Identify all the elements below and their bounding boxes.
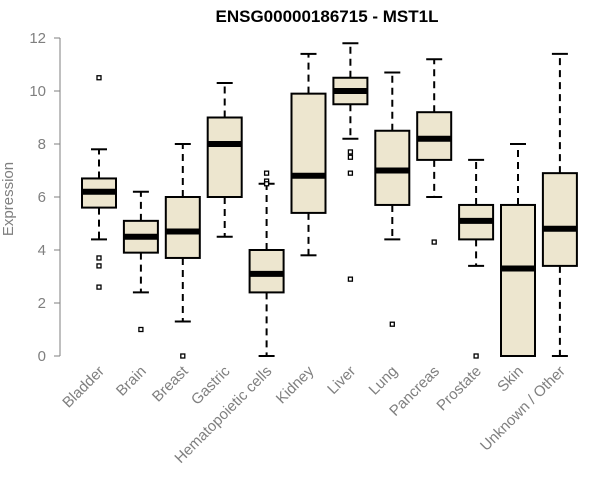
outlier-point — [347, 154, 354, 160]
box-breast — [164, 143, 201, 359]
outlier-point — [180, 353, 186, 359]
outlier-point — [96, 284, 102, 290]
outlier-point — [96, 263, 102, 269]
x-tick-label: Kidney — [273, 362, 318, 407]
y-tick-label: 8 — [38, 136, 46, 153]
box-brain — [122, 190, 159, 333]
outlier-point — [138, 326, 144, 333]
box-kidney — [290, 52, 327, 257]
y-tick-label: 4 — [38, 242, 46, 259]
outlier-point — [347, 149, 354, 155]
box-iqr — [164, 196, 201, 259]
box-iqr — [541, 172, 578, 267]
box-series — [81, 42, 578, 359]
box-iqr — [206, 116, 243, 198]
outlier-point — [263, 170, 270, 176]
x-tick-label: Breast — [149, 362, 192, 405]
outlier-point — [431, 239, 437, 245]
y-axis-label: Expression — [0, 162, 17, 236]
x-tick-label: Skin — [494, 363, 527, 396]
y-tick-label: 0 — [38, 348, 46, 365]
box-bladder — [81, 75, 117, 290]
outlier-point — [96, 75, 102, 81]
box-prostate — [458, 158, 495, 359]
y-tick-label: 2 — [38, 295, 46, 312]
outlier-point — [347, 276, 354, 282]
x-tick-label: Prostate — [433, 363, 485, 415]
y-tick-label: 12 — [29, 30, 46, 47]
box-iqr — [500, 203, 536, 357]
x-tick-label: Liver — [324, 363, 359, 398]
x-tick-label: Lung — [366, 363, 402, 399]
y-axis-ticks: 0 2 4 6 8 10 12 — [29, 30, 60, 365]
box-unknown-other — [541, 52, 578, 357]
outlier-point — [473, 353, 479, 359]
outlier-point — [263, 181, 270, 187]
outlier-point — [389, 321, 395, 327]
x-tick-label: Brain — [113, 363, 150, 400]
box-lung — [374, 71, 411, 327]
box-pancreas — [416, 58, 453, 245]
box-liver — [332, 42, 369, 282]
box-hematopoietic-cells — [248, 170, 285, 357]
box-skin — [500, 143, 536, 357]
outlier-point — [347, 170, 354, 176]
chart-title: ENSG00000186715 - MST1L — [215, 7, 438, 26]
outlier-point — [96, 255, 102, 261]
y-tick-label: 10 — [29, 83, 46, 100]
box-iqr — [290, 92, 327, 214]
box-gastric — [206, 82, 243, 238]
x-tick-label: Bladder — [59, 363, 108, 412]
y-tick-label: 6 — [38, 189, 46, 206]
